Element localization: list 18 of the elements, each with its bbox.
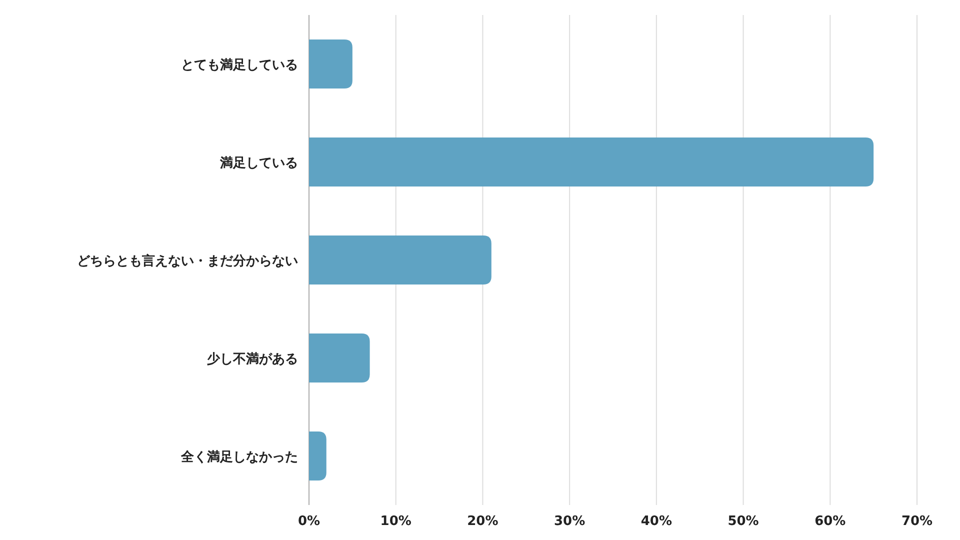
x-tick-label: 0% bbox=[298, 514, 320, 529]
x-tick-label: 40% bbox=[640, 514, 672, 529]
x-tick-label: 60% bbox=[814, 514, 846, 529]
y-tick-label: 満足している bbox=[219, 156, 298, 171]
bar bbox=[309, 236, 492, 284]
y-tick-label: 全く満足しなかった bbox=[180, 450, 298, 465]
bar bbox=[309, 334, 370, 382]
bar bbox=[309, 138, 874, 186]
x-tick-label: 30% bbox=[554, 514, 586, 529]
y-tick-label: 少し不満がある bbox=[206, 352, 298, 367]
x-tick-label: 20% bbox=[467, 514, 498, 529]
y-tick-label: とても満足している bbox=[181, 58, 298, 73]
x-tick-label: 10% bbox=[380, 514, 412, 529]
x-tick-label: 70% bbox=[901, 514, 933, 529]
bar bbox=[309, 40, 352, 88]
bar bbox=[309, 432, 326, 480]
y-tick-label: どちらとも言えない・まだ分からない bbox=[77, 253, 298, 269]
x-tick-label: 50% bbox=[728, 514, 759, 529]
